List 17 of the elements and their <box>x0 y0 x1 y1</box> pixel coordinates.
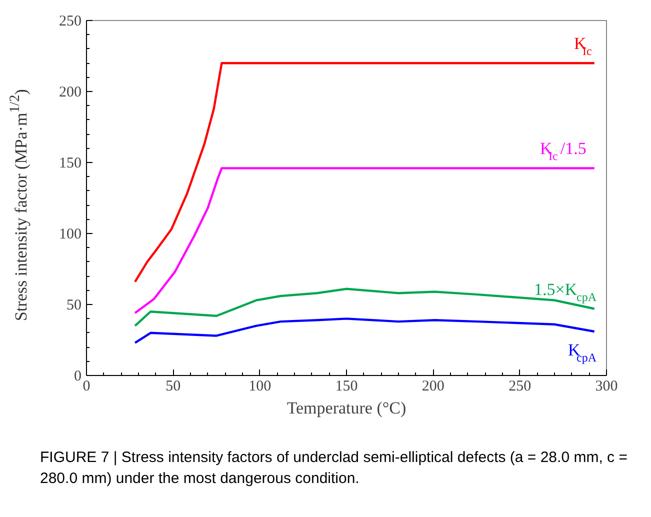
x-tick-label: 200 <box>422 378 444 394</box>
x-tick-label: 250 <box>508 378 532 394</box>
y-tick-label: 50 <box>66 298 82 314</box>
y-tick-label: 100 <box>59 226 82 242</box>
caption: FIGURE 7 | Stress intensity factors of underclad semi-elliptical defects (a = 28.0 mm, c = 280.0 mm) under the most dangerous condition. <box>40 448 628 490</box>
x-tick-label: 150 <box>335 378 358 394</box>
y-tick-label: 250 <box>59 14 82 30</box>
y-tick-label: 200 <box>59 84 82 100</box>
x-tick-label: 100 <box>248 378 272 394</box>
x-axis-title: Temperature (°C) <box>286 398 406 418</box>
line-series <box>134 318 596 344</box>
line-series <box>134 167 596 314</box>
line-series <box>134 62 596 283</box>
x-tick-label: 50 <box>166 378 181 394</box>
y-tick-label: 150 <box>59 156 82 172</box>
y-tick-label: 0 <box>74 368 82 384</box>
x-tick-label: 300 <box>595 378 618 394</box>
